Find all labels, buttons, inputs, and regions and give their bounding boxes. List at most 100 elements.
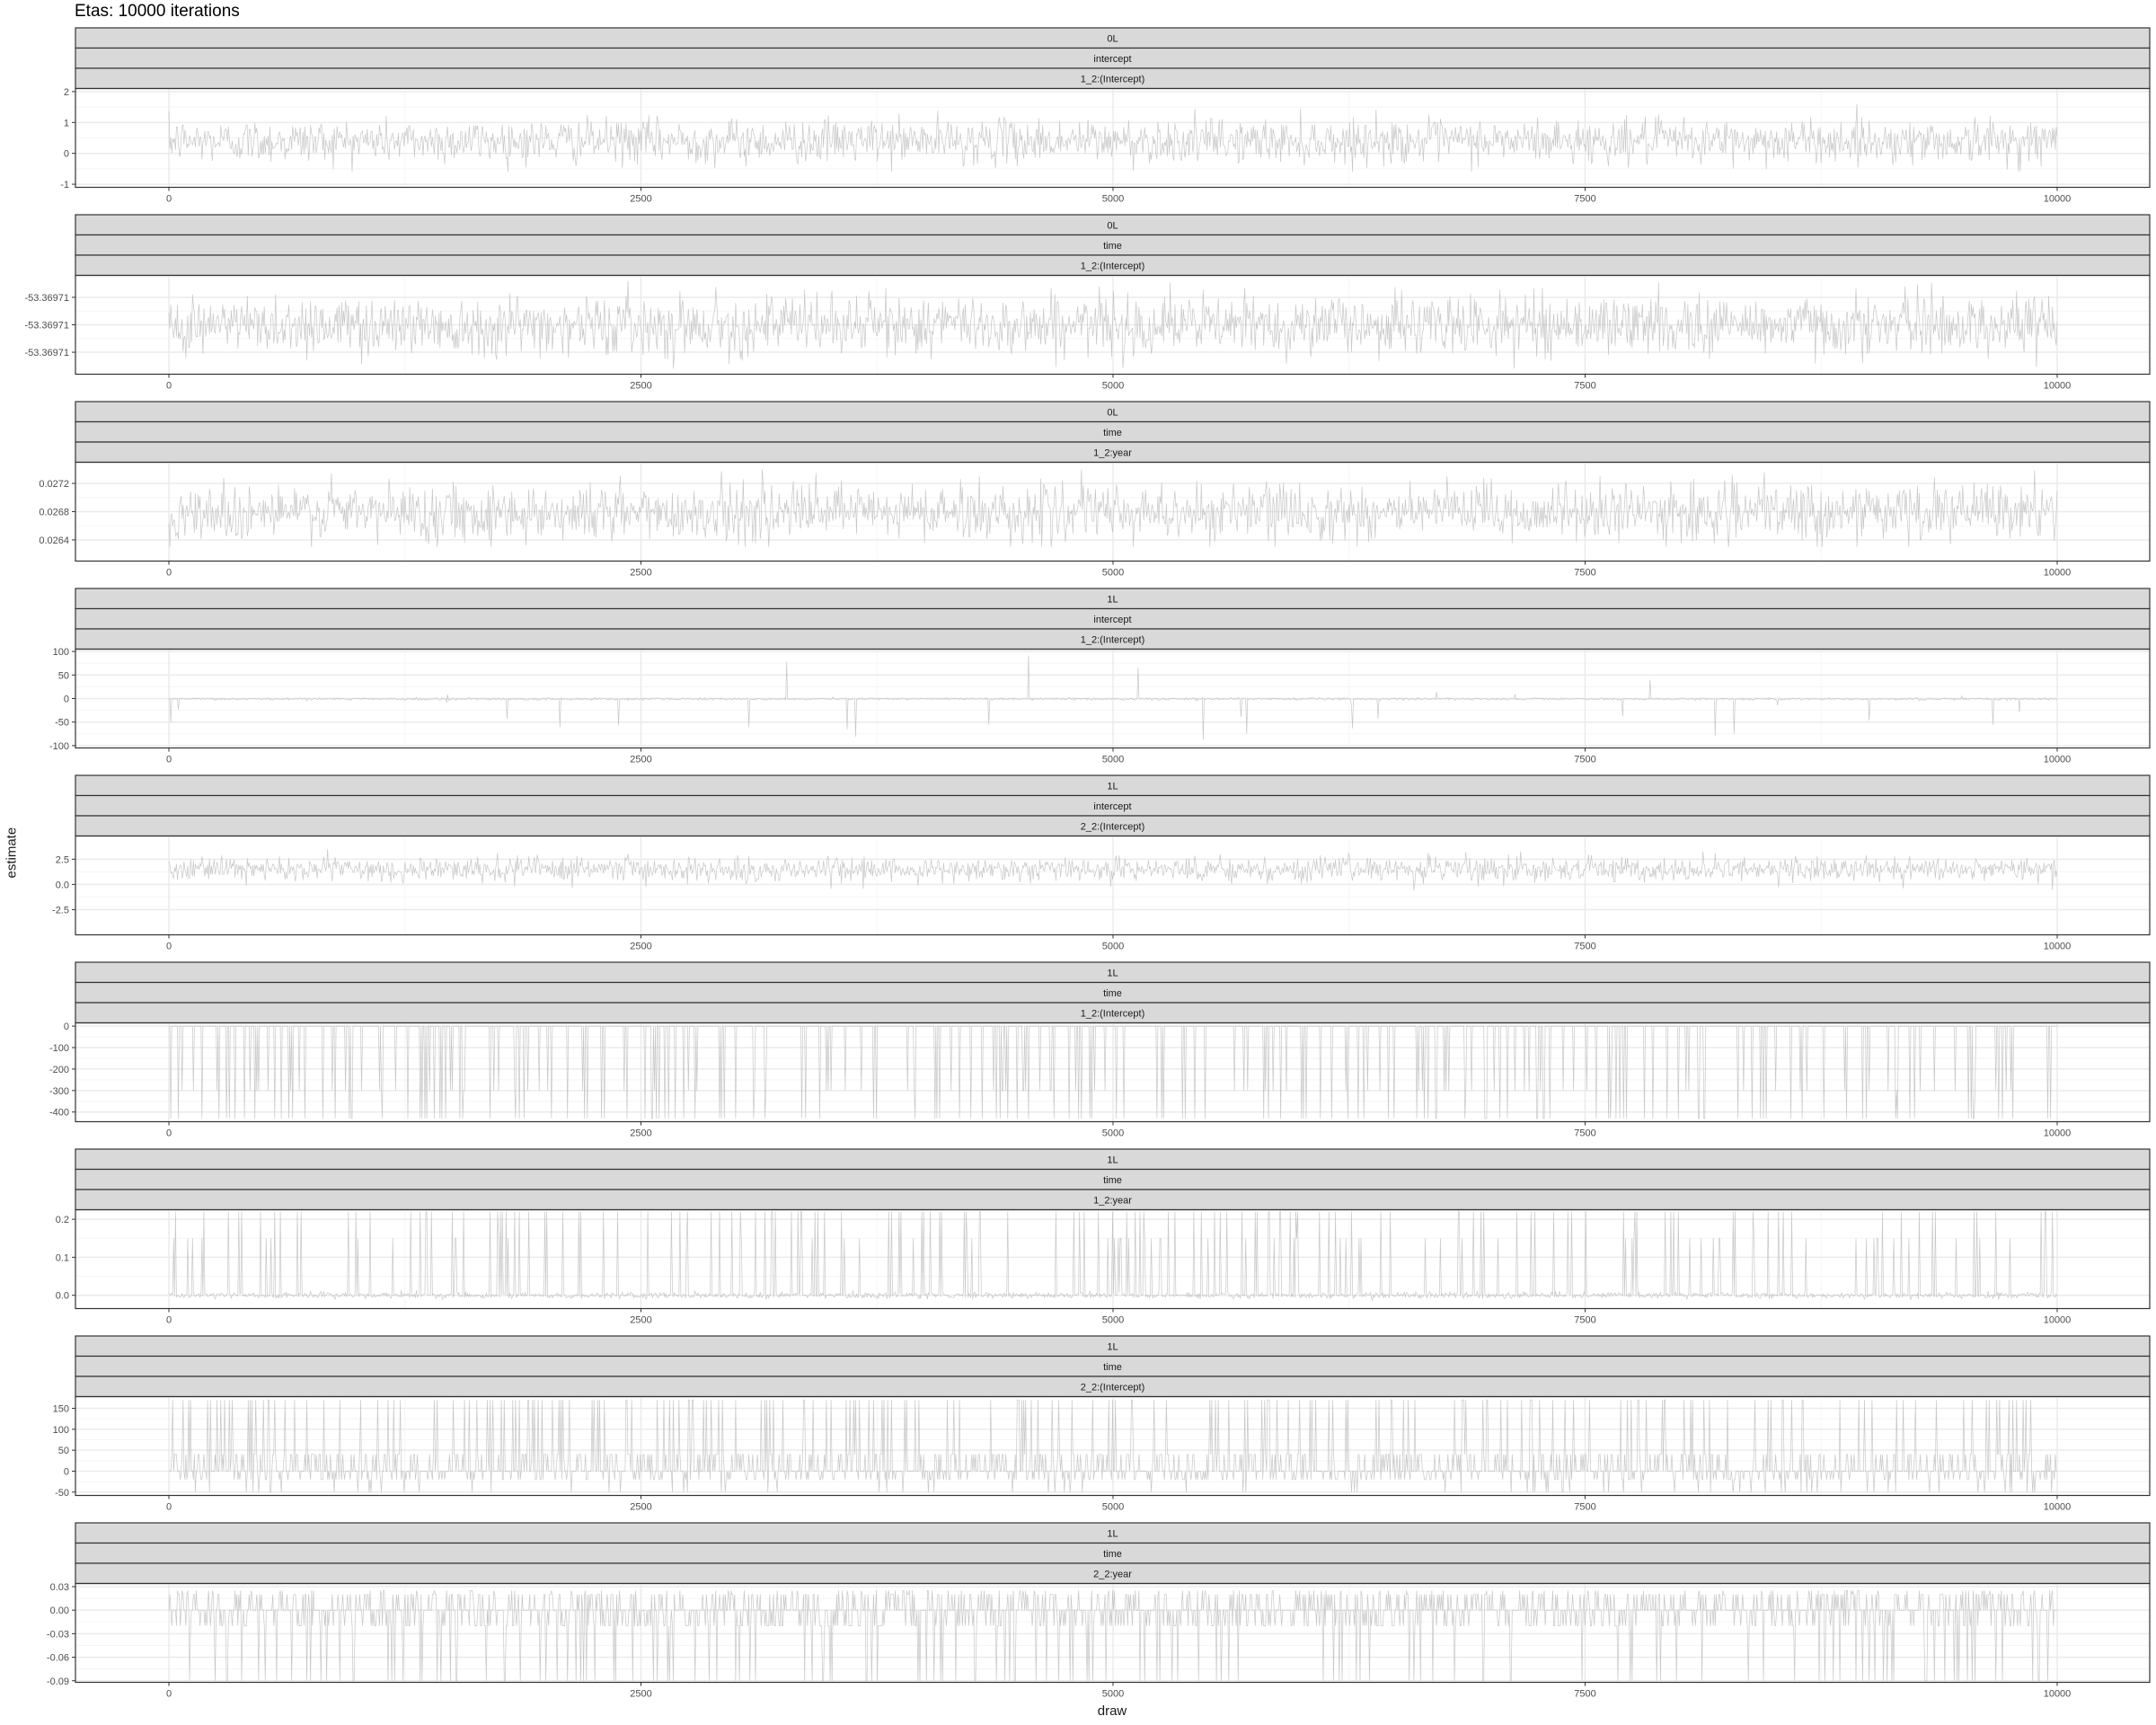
x-tick-label: 10000 [2044,755,2072,765]
strip-label: time [1103,241,1122,252]
x-tick-label: 0 [166,1502,172,1513]
trace-line [168,1211,2058,1302]
y-tick-label: -100 [49,1043,69,1054]
y-tick-label: 50 [58,670,69,681]
x-tick-label: 2500 [630,568,651,579]
facet-panel: 0L time 1_2:(Intercept) -53.36971 -53.36971 -… [24,214,2151,392]
trace-line [168,655,2058,740]
strip-label: time [1103,1549,1122,1560]
x-tick-label: 10000 [2044,1502,2072,1513]
y-tick-label: -1 [60,180,69,190]
trace-line [168,1590,2057,1682]
y-tick-label: 50 [58,1446,69,1456]
strip-label: intercept [1093,54,1131,65]
x-tick-label: 2500 [630,381,651,392]
x-tick-label: 5000 [1102,1689,1124,1700]
y-tick-label: -53.36971 [24,321,69,332]
y-tick-label: 0 [64,1466,69,1477]
facet-panel: 1L time 1_2:year 0.0 0.1 0.2 0 2500 5000 7500 1000… [56,1148,2151,1326]
x-tick-label: 10000 [2044,1689,2072,1700]
y-tick-label: 0 [64,694,69,705]
y-tick-label: -400 [49,1108,69,1119]
strip-label: intercept [1093,801,1131,812]
x-tick-label: 2500 [630,1502,651,1513]
x-tick-label: 7500 [1574,1502,1595,1513]
x-axis-label: draw [1097,1703,1127,1719]
y-tick-label: -2.5 [52,905,69,916]
trace-line [168,849,2058,891]
strip-label: 1_2:(Intercept) [1081,1008,1145,1019]
y-tick-label: -50 [55,1488,69,1499]
x-tick-label: 5000 [1102,194,1124,205]
chart-title: Etas: 10000 iterations [75,2,240,21]
y-tick-label: 0.0268 [39,508,69,518]
x-tick-label: 10000 [2044,381,2072,392]
x-tick-label: 0 [166,1128,172,1139]
x-tick-label: 10000 [2044,568,2072,579]
facet-panel: 1Lintercept1_2:(Intercept)-100-500501000… [49,588,2151,765]
trace-line [168,469,2058,547]
y-tick-label: -0.09 [47,1676,69,1687]
strip-label: 0L [1107,33,1118,44]
y-tick-label: 150 [53,1404,69,1415]
strip-label: time [1103,1362,1122,1373]
y-tick-label: 0.0 [56,880,69,890]
strip-label: time [1103,428,1122,438]
strip-label: 2_2:(Intercept) [1081,1382,1145,1393]
x-tick-label: 2500 [630,194,651,205]
y-tick-label: 0.2 [56,1215,69,1225]
strip-label: 1L [1107,968,1118,978]
x-tick-label: 0 [166,1689,172,1700]
facet-panel: 0L time 1_2:year 0.0264 0.0268 0.0272 0 2500 500… [39,401,2151,579]
y-tick-label: -53.36971 [24,348,69,358]
y-tick-label: -200 [49,1065,69,1075]
strip-label: 2_2:(Intercept) [1081,821,1145,832]
strip-label: 0L [1107,220,1118,231]
x-tick-label: 2500 [630,942,651,952]
x-tick-label: 7500 [1574,1128,1595,1139]
y-tick-label: -0.03 [47,1629,69,1640]
strip-label: 1L [1107,1154,1118,1165]
trace-line [169,1399,2057,1493]
facet-panel: 1L time 2_2:(Intercept) -50 0 50 100 150 0 2500 50… [53,1335,2151,1513]
x-tick-label: 0 [166,194,172,205]
y-tick-label: -50 [55,718,69,729]
y-tick-label: 100 [53,1425,69,1436]
y-tick-label: 0 [64,1022,69,1032]
strip-label: 1_2:(Intercept) [1081,261,1145,271]
x-tick-label: 0 [166,381,172,392]
x-tick-label: 5000 [1102,1315,1124,1326]
facet-panel: 1L intercept 2_2:(Intercept) -2.5 0.0 2.5 0 250… [52,774,2151,952]
x-tick-label: 0 [166,568,172,579]
y-tick-label: 0.03 [50,1582,69,1593]
y-tick-label: 0.00 [50,1606,69,1616]
x-tick-label: 5000 [1102,381,1124,392]
strip-label: time [1103,1175,1122,1186]
strip-label: 1L [1107,1528,1118,1539]
y-tick-label: 2 [64,87,69,98]
x-tick-label: 7500 [1574,568,1595,579]
trace-line [168,103,2058,172]
facet-panel: 1L time 1_2:(Intercept) -400 -300 -200 -100 0 0 2… [49,961,2151,1139]
x-tick-label: 2500 [630,1689,651,1700]
facet-panel: 1L time 2_2:year -0.09 -0.06 -0.03 0.00 0.03 0 25… [47,1522,2151,1700]
y-tick-label: -300 [49,1086,69,1097]
x-tick-label: 5000 [1102,755,1124,765]
x-tick-label: 10000 [2044,1128,2072,1139]
x-tick-label: 0 [166,942,172,952]
x-tick-label: 5000 [1102,1502,1124,1513]
y-tick-label: 0.1 [56,1252,69,1263]
trace-line [168,280,2058,369]
strip-label: 0L [1107,407,1118,418]
x-tick-label: 10000 [2044,942,2072,952]
strip-label: 1_2:year [1093,447,1132,458]
y-tick-label: 0 [64,149,69,160]
x-tick-label: 2500 [630,1128,651,1139]
y-tick-label: -0.06 [47,1653,69,1664]
y-tick-label: -100 [49,741,69,752]
facet-panel: 0L intercept 1_2:(Intercept) -1 0 1 2 0 2500 5000… [60,27,2151,205]
x-tick-label: 0 [166,755,172,765]
y-tick-label: 2.5 [56,854,69,865]
strip-label: 1_2:(Intercept) [1081,634,1145,645]
x-tick-label: 5000 [1102,568,1124,579]
